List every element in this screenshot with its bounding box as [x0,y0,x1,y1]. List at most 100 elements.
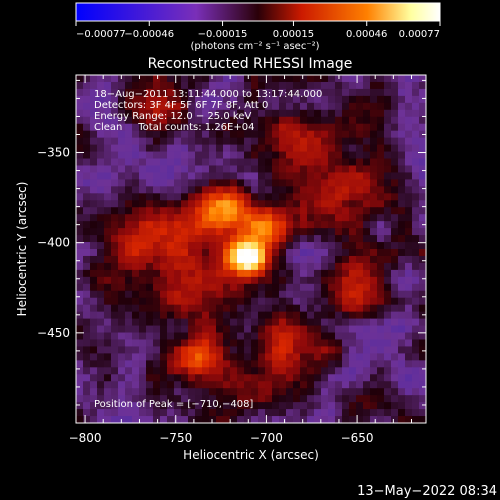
heatmap-cell [97,158,105,167]
heatmap-cell [342,221,350,229]
heatmap-cell [356,318,364,327]
heatmap-cell [251,367,259,375]
heatmap-cell [412,402,420,410]
heatmap-cell [293,221,301,229]
heatmap-cell [153,249,161,257]
heatmap-cell [139,200,147,208]
heatmap-cell [195,262,203,271]
heatmap-cell [251,151,259,160]
heatmap-cell [132,88,140,97]
heatmap-cell [258,360,266,368]
heatmap-cell [111,193,119,201]
heatmap-cell [391,290,399,299]
heatmap-cell [272,228,280,236]
heatmap-cell [251,235,259,243]
heatmap-cell [349,88,357,97]
heatmap-cell [335,360,343,368]
heatmap-cell [237,151,245,160]
heatmap-cell [202,374,210,382]
heatmap-cell [377,88,385,97]
heatmap-cell [286,228,294,236]
heatmap-cell [384,186,392,194]
heatmap-cell [272,255,280,264]
heatmap-cell [370,75,378,83]
heatmap-cell [419,374,426,382]
heatmap-cell [111,200,119,208]
heatmap-cell [146,255,154,264]
heatmap-cell [286,395,294,403]
heatmap-cell [412,179,420,187]
heatmap-cell [146,402,154,410]
heatmap-cell [335,81,343,90]
heatmap-cell [251,193,259,201]
heatmap-cell [419,165,426,174]
heatmap-cell [398,367,406,375]
heatmap-cell [286,186,294,194]
heatmap-cell [223,269,231,278]
heatmap-cell [279,353,287,361]
heatmap-cell [398,102,406,111]
heatmap-cell [328,395,336,403]
heatmap-cell [349,186,357,194]
heatmap-cell [195,255,203,264]
heatmap-cell [139,95,147,104]
heatmap-cell [377,304,385,313]
heatmap-cell [188,158,196,167]
heatmap-cell [307,242,315,250]
heatmap-cell [76,242,84,250]
heatmap-cell [391,102,399,111]
heatmap-cell [258,249,266,257]
heatmap-cell [419,381,426,389]
heatmap-cell [258,255,266,264]
heatmap-cell [370,81,378,90]
heatmap-cell [321,325,329,334]
heatmap-cell [181,346,189,354]
heatmap-cell [286,137,294,146]
heatmap-cell [174,214,182,222]
heatmap-cell [132,409,140,417]
heatmap-cell [223,221,231,229]
heatmap-cell [209,346,217,354]
heatmap-cell [384,81,392,90]
heatmap-cell [244,109,252,118]
heatmap-cell [146,186,154,194]
heatmap-cell [314,102,322,111]
heatmap-cell [83,130,91,139]
heatmap-cell [125,179,133,187]
heatmap-cell [125,311,133,320]
heatmap-cell [216,151,224,160]
heatmap-cell [307,388,315,396]
heatmap-cell [391,193,399,201]
heatmap-cell [377,297,385,306]
heatmap-cell [104,186,112,194]
heatmap-cell [321,353,329,361]
heatmap-cell [209,137,217,146]
heatmap-cell [139,318,147,327]
heatmap-cell [104,367,112,375]
heatmap-cell [146,200,154,208]
heatmap-cell [209,221,217,229]
heatmap-cell [83,283,91,292]
heatmap-cell [223,193,231,201]
heatmap-cell [391,109,399,118]
heatmap-cell [384,172,392,180]
heatmap-cell [202,367,210,375]
heatmap-cell [174,75,182,83]
heatmap-cell [76,186,84,194]
heatmap-cell [174,360,182,368]
heatmap-cell [160,353,168,361]
heatmap-cell [300,95,308,104]
heatmap-cell [286,179,294,187]
heatmap-cell [307,367,315,375]
heatmap-cell [125,346,133,354]
heatmap-cell [237,332,245,341]
heatmap-cell [412,297,420,306]
heatmap-cell [377,130,385,139]
heatmap-cell [153,360,161,368]
heatmap-cell [188,109,196,118]
heatmap-cell [209,255,217,264]
heatmap-cell [111,381,119,389]
heatmap-cell [202,137,210,146]
heatmap-cell [139,311,147,320]
heatmap-cell [314,283,322,292]
